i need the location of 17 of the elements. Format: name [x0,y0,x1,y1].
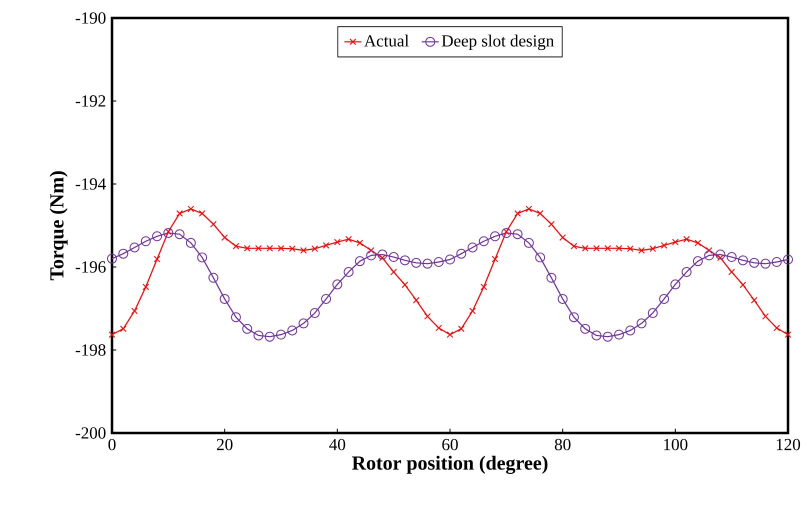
x-tick-label: 20 [216,438,233,450]
y-axis-title: Torque (Nm) [50,171,68,280]
legend-label: Actual [364,34,409,47]
x-tick-label: 120 [776,438,800,450]
x-tick-label: 80 [554,438,571,450]
y-tick-label: -196 [76,261,106,273]
x-tick-label: 100 [664,438,688,450]
legend-label: Deep slot design [442,34,554,50]
x-tick-label: 40 [329,438,346,450]
y-tick-label: -198 [76,344,106,356]
x-tick-label: 60 [442,438,458,450]
x-axis-title: Rotor position (degree) [352,456,548,474]
x-tick-label: 0 [108,438,116,450]
y-tick-label: -190 [76,12,106,24]
y-tick-label: -194 [76,178,106,190]
y-tick-label: -200 [76,427,106,439]
y-tick-label: -192 [76,95,106,107]
